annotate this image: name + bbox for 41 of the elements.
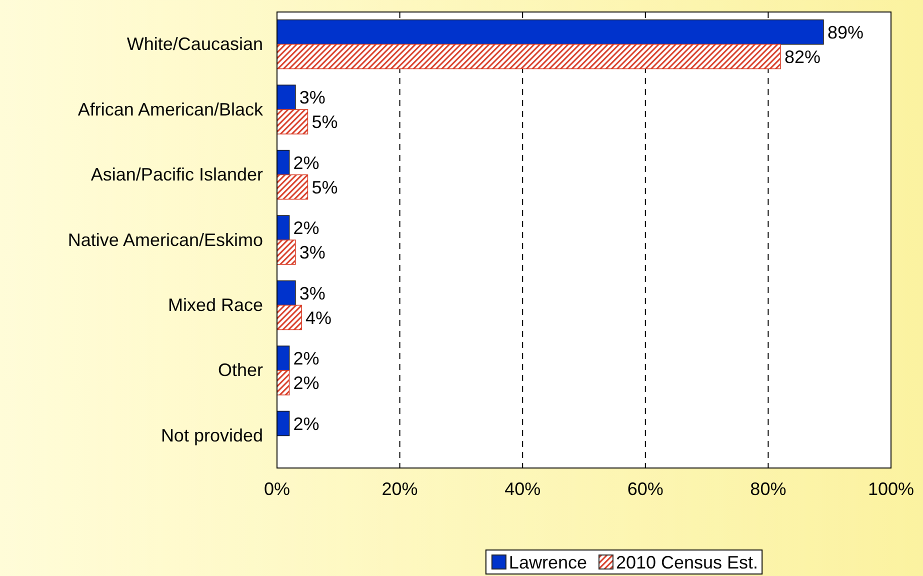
y-tick-label: African American/Black bbox=[78, 99, 264, 120]
bar bbox=[276, 370, 290, 396]
bar bbox=[276, 19, 824, 45]
bar bbox=[276, 240, 296, 265]
x-tick-label: 100% bbox=[868, 478, 914, 499]
data-label: 4% bbox=[306, 308, 332, 328]
legend-label: 2010 Census Est. bbox=[616, 552, 758, 572]
data-label: 2% bbox=[293, 218, 320, 238]
x-tick-label: 80% bbox=[750, 478, 786, 499]
y-tick-label: Asian/Pacific Islander bbox=[90, 164, 263, 185]
data-label: 82% bbox=[784, 46, 821, 67]
y-tick-label: Native American/Eskimo bbox=[68, 230, 263, 250]
data-label: 5% bbox=[312, 112, 338, 132]
data-label: 89% bbox=[827, 22, 864, 42]
bar bbox=[276, 410, 290, 436]
data-label: 5% bbox=[312, 177, 338, 198]
x-tick-label: 0% bbox=[264, 478, 290, 499]
data-label: 3% bbox=[299, 283, 326, 304]
x-tick-label: 40% bbox=[504, 478, 541, 499]
bar bbox=[276, 109, 308, 134]
bar bbox=[276, 44, 781, 70]
data-label: 2% bbox=[293, 414, 320, 434]
bar bbox=[276, 174, 308, 200]
bar bbox=[276, 215, 290, 240]
y-tick-label: Not provided bbox=[160, 425, 263, 446]
bar bbox=[276, 150, 290, 176]
data-label: 3% bbox=[299, 242, 326, 263]
y-tick-label: Other bbox=[218, 360, 263, 380]
bar bbox=[276, 280, 296, 306]
data-label: 2% bbox=[293, 152, 320, 173]
data-label: 2% bbox=[293, 373, 320, 394]
bar bbox=[276, 304, 302, 330]
data-label: 3% bbox=[299, 88, 326, 108]
legend-label: Lawrence bbox=[508, 552, 587, 572]
bar bbox=[276, 346, 290, 371]
y-tick-label: White/Caucasian bbox=[126, 34, 263, 54]
x-tick-label: 60% bbox=[627, 478, 664, 499]
y-tick-label: Mixed Race bbox=[168, 294, 263, 315]
data-label: 2% bbox=[293, 348, 320, 369]
bar bbox=[276, 84, 296, 110]
x-tick-label: 20% bbox=[382, 478, 418, 499]
